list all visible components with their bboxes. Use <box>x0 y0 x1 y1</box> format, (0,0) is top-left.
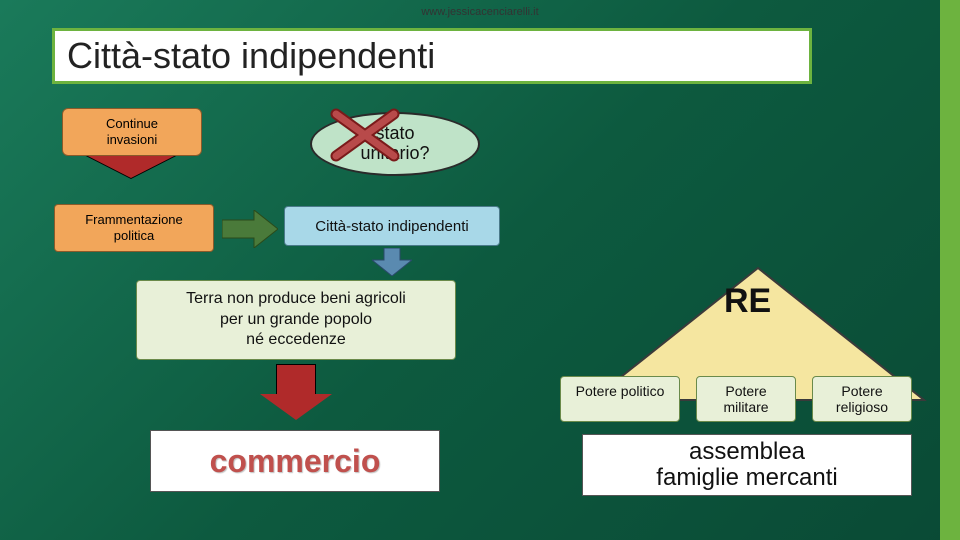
re-label: RE <box>724 282 771 321</box>
fragmentation-box: Frammentazione politica <box>54 204 214 252</box>
invasions-text: Continue invasioni <box>106 116 158 147</box>
powers-row: Potere politico Potere militare Potere r… <box>560 376 912 422</box>
city-states-text: Città-stato indipendenti <box>315 218 468 235</box>
assembly-text: assemblea famiglie mercanti <box>656 439 837 492</box>
accent-bar <box>940 0 960 540</box>
power-military: Potere militare <box>696 376 796 422</box>
city-states-box: Città-stato indipendenti <box>284 206 500 246</box>
commerce-text: commercio <box>210 443 381 480</box>
power-political: Potere politico <box>560 376 680 422</box>
power-religious-text: Potere religioso <box>836 383 888 415</box>
terra-box: Terra non produce beni agricoli per un g… <box>136 280 456 360</box>
small-down-arrow-icon <box>372 248 412 276</box>
invasions-label: Continue invasioni <box>62 108 202 156</box>
stato-line2: unitario? <box>360 144 429 164</box>
stato-line1: stato <box>375 124 414 144</box>
stato-unitario-oval: stato unitario? <box>310 112 480 176</box>
power-religious: Potere religioso <box>812 376 912 422</box>
source-url: www.jessicacenciarelli.it <box>421 6 538 18</box>
terra-text: Terra non produce beni agricoli per un g… <box>186 289 406 351</box>
power-political-text: Potere politico <box>576 383 665 399</box>
assembly-box: assemblea famiglie mercanti <box>582 434 912 496</box>
commerce-box: commercio <box>150 430 440 492</box>
right-arrow-icon <box>222 210 278 248</box>
commerce-down-arrow <box>260 364 332 422</box>
page-title-box: Città-stato indipendenti <box>52 28 812 84</box>
fragmentation-text: Frammentazione politica <box>85 212 183 243</box>
power-military-text: Potere militare <box>723 383 768 415</box>
page-title: Città-stato indipendenti <box>67 35 435 77</box>
